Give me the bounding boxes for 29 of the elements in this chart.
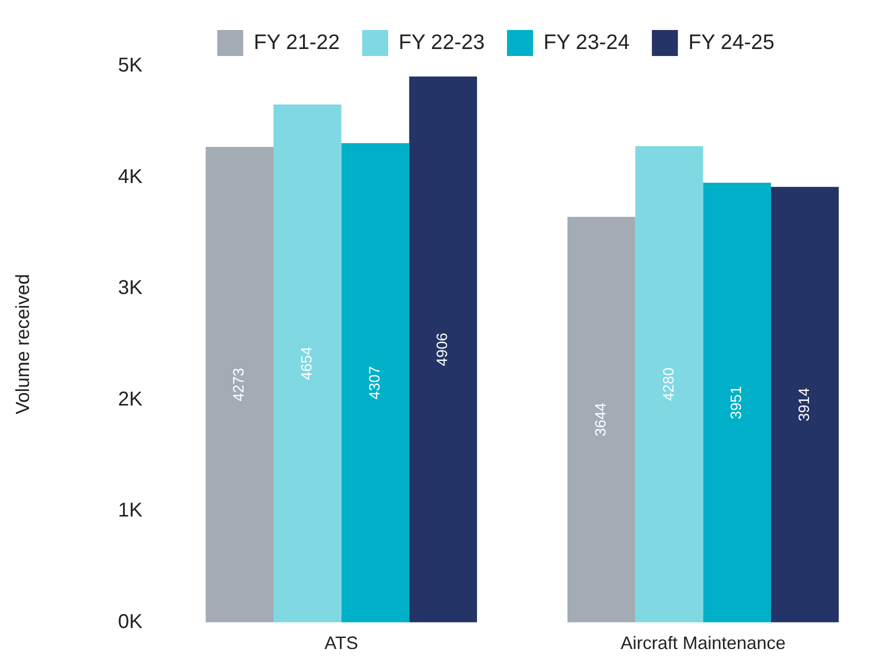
- y-tick-label: 2K: [118, 388, 144, 410]
- data-label: 4307: [366, 366, 384, 400]
- bar: [567, 216, 636, 622]
- data-label: 4654: [298, 346, 316, 380]
- y-tick-label: 3K: [118, 277, 144, 300]
- data-label: 4280: [660, 368, 678, 401]
- y-tick-label: 4K: [118, 166, 144, 188]
- bar: [206, 146, 274, 622]
- data-label: 3951: [728, 386, 746, 420]
- bar: [341, 143, 410, 622]
- y-tick-label: 0K: [118, 610, 144, 633]
- legend-label: FY 22-23: [398, 30, 485, 54]
- y-tick-label: 1K: [118, 500, 144, 522]
- data-label: 4273: [230, 368, 248, 402]
- bar: [635, 146, 704, 622]
- legend-label: FY 21-22: [254, 30, 340, 54]
- data-label: 3644: [592, 402, 610, 436]
- legend-label: FY 23-24: [544, 30, 630, 54]
- data-label: 4906: [434, 332, 452, 366]
- data-label: 3914: [796, 388, 814, 422]
- x-tick-label: Aircraft Maintenance: [620, 633, 786, 654]
- bar: [274, 104, 342, 622]
- x-tick-label: ATS: [324, 633, 358, 654]
- y-axis-title: Volume received: [13, 274, 34, 414]
- bar: [770, 186, 839, 622]
- legend-label: FY 24-25: [688, 30, 774, 54]
- y-tick-label: 5K: [118, 54, 144, 77]
- bar: [409, 76, 478, 622]
- bar: [703, 182, 771, 622]
